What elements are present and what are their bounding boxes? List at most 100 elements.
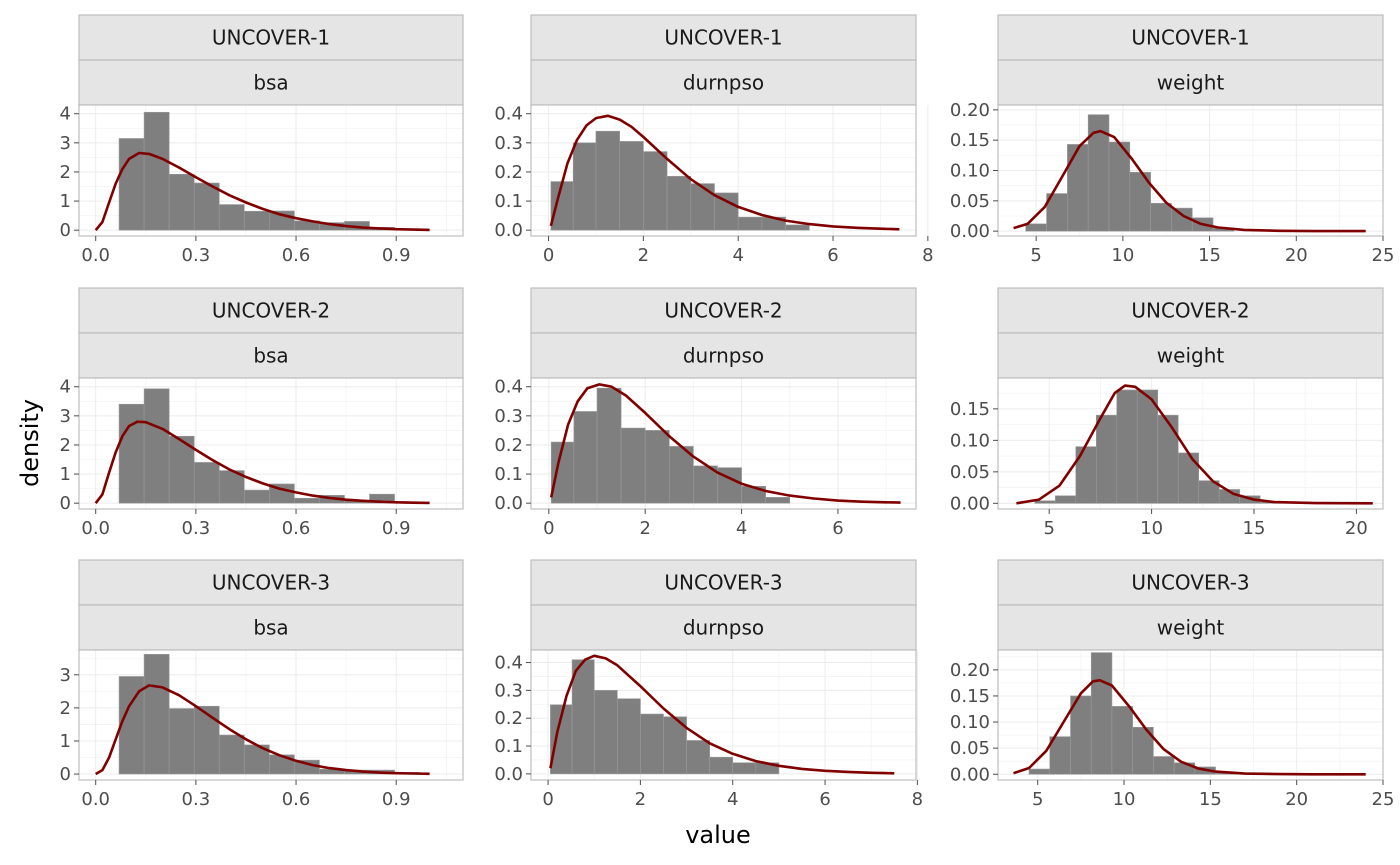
histogram-bar: [193, 462, 220, 504]
histogram-bar: [1136, 389, 1159, 504]
variable-strip: [997, 59, 1384, 106]
panel-border: [997, 649, 1384, 781]
x-tick-label: 0.9: [382, 245, 411, 266]
density-curve: [1016, 384, 1373, 505]
histogram-bar: [143, 111, 170, 231]
histogram-bar: [243, 489, 270, 504]
y-tick-label: 0.05: [950, 191, 990, 212]
y-tick-label: 0.1: [494, 191, 523, 212]
x-tick-label: 5: [1032, 789, 1043, 810]
study-strip: [78, 287, 464, 334]
facet-panel-2: UNCOVER-1 durnpso 0 2 4 6 8 0.0 0.1 0.2 0.3 0.4: [494, 14, 934, 266]
histogram-bar: [595, 130, 620, 231]
y-tick-label: 0.4: [494, 377, 523, 398]
y-tick-label: 0.10: [950, 430, 990, 451]
y-tick-label: 2: [60, 162, 71, 183]
x-tick-label: 10: [1113, 789, 1136, 810]
panel-border: [78, 104, 464, 237]
y-tick-label: 0.3: [494, 680, 523, 701]
x-tick-label: 5: [1043, 518, 1054, 539]
panel-border: [530, 104, 917, 237]
y-tick-label: 0.05: [950, 462, 990, 483]
histogram-bar: [1116, 389, 1138, 504]
facet-panel-1: UNCOVER-1 bsa 0.0 0.3 0.6 0.9 0 1 2 3 4: [60, 14, 464, 266]
x-tick-label: 20: [1285, 245, 1308, 266]
facet-panel-3: UNCOVER-1 weight 5 10 15 20 25 0.00 0.05 0.10 0.15…: [950, 14, 1395, 266]
histogram-bar: [118, 403, 145, 504]
histogram-bar: [709, 756, 734, 775]
study-strip-label: UNCOVER-1: [664, 26, 782, 50]
density-curve: [549, 383, 901, 504]
study-strip: [530, 14, 917, 61]
histogram-bar: [785, 224, 810, 231]
histogram-bar: [143, 388, 170, 504]
x-tick-label: 20: [1345, 518, 1368, 539]
facet-panel-8: UNCOVER-3 durnpso 0 2 4 6 8 0.0 0.1 0.2 0.3 0.4: [494, 559, 923, 810]
density-curve: [94, 151, 430, 232]
study-strip-label: UNCOVER-2: [664, 299, 782, 323]
x-tick-label: 0.6: [282, 789, 311, 810]
x-tick-label: 25: [1372, 245, 1395, 266]
histogram-bar: [243, 210, 270, 231]
x-tick-label: 2: [635, 789, 646, 810]
y-tick-label: 1: [60, 191, 71, 212]
variable-strip: [997, 604, 1384, 651]
study-strip-label: UNCOVER-2: [212, 299, 330, 323]
facet-panel-6: UNCOVER-2 weight 5 10 15 20 0.00 0.05 0.10 0.15: [950, 287, 1384, 539]
x-tick-label: 6: [832, 518, 843, 539]
histogram-bar: [168, 708, 195, 775]
variable-strip-label: durnpso: [683, 344, 764, 368]
variable-strip: [78, 59, 464, 106]
variable-strip: [997, 332, 1384, 379]
x-tick-label: 0: [542, 789, 553, 810]
x-tick-label: 0.6: [282, 245, 311, 266]
y-tick-label: 0.3: [494, 133, 523, 154]
y-tick-label: 0.0: [494, 493, 523, 514]
histogram-bar: [1111, 706, 1133, 775]
x-tick-label: 0.3: [182, 245, 211, 266]
x-tick-label: 8: [912, 789, 923, 810]
facet-panel-7: UNCOVER-3 bsa 0.0 0.3 0.6 0.9 0 1 2 3: [60, 559, 464, 810]
y-tick-label: 0.15: [950, 686, 990, 707]
panel-border: [78, 649, 464, 781]
histogram-bar: [714, 192, 739, 231]
histogram-bar: [1095, 414, 1118, 504]
x-tick-label: 8: [922, 245, 933, 266]
density-curve: [1013, 129, 1366, 233]
y-tick-label: 2: [60, 435, 71, 456]
y-tick-label: 0.1: [494, 736, 523, 757]
histogram-bar: [593, 690, 618, 775]
histogram-bar: [1025, 223, 1047, 232]
study-strip: [78, 559, 464, 606]
y-tick-label: 4: [60, 377, 71, 398]
histogram-bar: [1177, 452, 1199, 504]
y-tick-label: 0.00: [950, 764, 990, 785]
variable-strip-label: weight: [1157, 344, 1225, 368]
variable-strip: [530, 332, 917, 379]
y-tick-label: 0.15: [950, 130, 990, 151]
variable-strip-label: weight: [1157, 71, 1225, 95]
study-strip: [530, 287, 917, 334]
histogram-bar: [1153, 756, 1175, 775]
histogram-bar: [620, 427, 646, 504]
study-strip-label: UNCOVER-1: [212, 26, 330, 50]
histogram-bar: [193, 182, 220, 231]
y-tick-label: 0.15: [950, 399, 990, 420]
x-axis-title: value: [685, 821, 751, 849]
x-tick-label: 0.6: [282, 518, 311, 539]
facet-panel-9: UNCOVER-3 weight 5 10 15 20 25 0.00 0.05 0.10 0.15…: [950, 559, 1394, 810]
histogram-bar: [617, 698, 641, 775]
density-curve: [549, 114, 900, 231]
variable-strip: [78, 604, 464, 651]
x-tick-label: 0.0: [81, 518, 110, 539]
y-tick-label: 0.4: [494, 104, 523, 125]
histogram-bar: [640, 713, 664, 775]
histogram-bar: [737, 216, 763, 231]
density-curve: [1013, 679, 1366, 776]
histogram-bar: [193, 705, 220, 775]
y-tick-label: 1: [60, 731, 71, 752]
x-tick-label: 0.9: [382, 518, 411, 539]
variable-strip-label: weight: [1157, 616, 1225, 640]
histogram-bar: [1067, 144, 1089, 232]
